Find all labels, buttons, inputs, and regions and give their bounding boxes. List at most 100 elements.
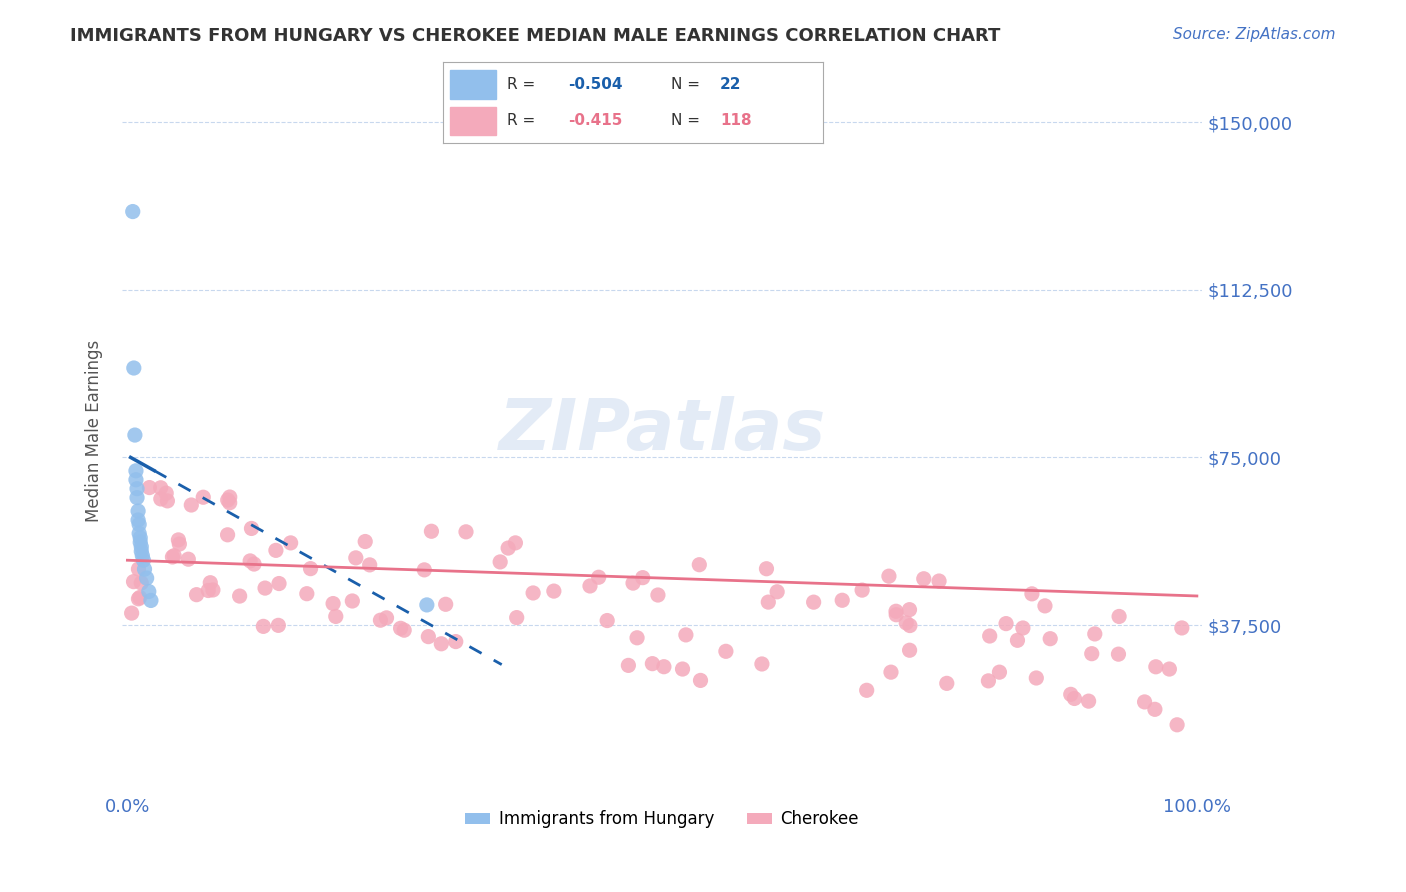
Point <box>218 496 240 510</box>
Point <box>977 673 1000 688</box>
Point <box>1159 662 1181 676</box>
Point <box>239 554 262 568</box>
Point <box>129 544 152 558</box>
Point <box>928 574 950 588</box>
Point <box>912 572 935 586</box>
Point <box>149 481 172 495</box>
Point <box>125 473 148 487</box>
Point <box>756 595 779 609</box>
Point <box>127 591 149 606</box>
Point <box>675 628 697 642</box>
Point <box>129 540 152 554</box>
Point <box>671 662 693 676</box>
Point <box>201 582 224 597</box>
Point <box>489 555 512 569</box>
Point <box>621 576 644 591</box>
Point <box>896 615 918 630</box>
Point <box>596 614 619 628</box>
Point <box>138 481 160 495</box>
Point <box>322 597 344 611</box>
Point <box>430 637 453 651</box>
Point <box>1060 687 1083 701</box>
Point <box>1166 718 1188 732</box>
Point <box>1144 660 1167 674</box>
Point <box>1063 691 1085 706</box>
Point <box>125 491 148 505</box>
Point <box>454 524 477 539</box>
Text: N =: N = <box>671 78 704 93</box>
Point <box>131 549 153 563</box>
Point <box>125 464 148 478</box>
Point <box>128 517 150 532</box>
Point <box>641 657 664 671</box>
Point <box>129 531 152 545</box>
Point <box>267 576 290 591</box>
Point <box>647 588 669 602</box>
Point <box>156 494 179 508</box>
Point <box>880 665 903 680</box>
Point <box>243 557 266 571</box>
Point <box>121 204 143 219</box>
Point <box>884 607 907 622</box>
Point <box>167 533 190 547</box>
Point <box>127 513 149 527</box>
Point <box>252 619 274 633</box>
Point <box>155 486 177 500</box>
Point <box>851 583 873 598</box>
Point <box>831 593 853 607</box>
Point <box>359 558 381 572</box>
Point <box>1084 627 1107 641</box>
Point <box>617 658 640 673</box>
Point <box>162 549 184 564</box>
Point <box>254 581 277 595</box>
Point <box>803 595 825 609</box>
Point <box>375 611 398 625</box>
Point <box>132 553 155 567</box>
Text: 22: 22 <box>720 78 741 93</box>
Text: R =: R = <box>508 78 540 93</box>
Point <box>420 524 443 539</box>
Point <box>1107 647 1129 661</box>
Point <box>218 490 240 504</box>
Point <box>505 610 527 624</box>
Point <box>1039 632 1062 646</box>
Point <box>149 491 172 506</box>
Text: Source: ZipAtlas.com: Source: ZipAtlas.com <box>1173 27 1336 42</box>
Point <box>193 490 215 504</box>
Point <box>354 534 377 549</box>
Point <box>217 528 239 542</box>
Point <box>1143 702 1166 716</box>
Point <box>652 659 675 673</box>
Point <box>392 623 415 637</box>
Point <box>588 570 610 584</box>
Point <box>135 571 157 585</box>
Bar <box>450 70 496 99</box>
Point <box>505 536 527 550</box>
Point <box>180 498 202 512</box>
Point <box>139 593 162 607</box>
Point <box>129 576 152 591</box>
Point <box>631 571 654 585</box>
Point <box>579 579 602 593</box>
Point <box>988 665 1011 680</box>
Point <box>766 584 789 599</box>
Point <box>342 594 364 608</box>
Point <box>264 543 287 558</box>
Point <box>325 609 347 624</box>
Point <box>898 643 921 657</box>
Point <box>418 630 440 644</box>
Point <box>128 526 150 541</box>
Point <box>299 561 322 575</box>
Point <box>169 537 191 551</box>
Point <box>1007 633 1029 648</box>
Point <box>228 589 250 603</box>
Point <box>197 583 219 598</box>
Point <box>163 549 186 563</box>
Text: N =: N = <box>671 112 704 128</box>
Point <box>1012 621 1035 635</box>
Point <box>127 504 149 518</box>
Point <box>543 584 565 599</box>
Text: 118: 118 <box>720 112 752 128</box>
Point <box>129 535 152 549</box>
Point <box>1080 647 1102 661</box>
